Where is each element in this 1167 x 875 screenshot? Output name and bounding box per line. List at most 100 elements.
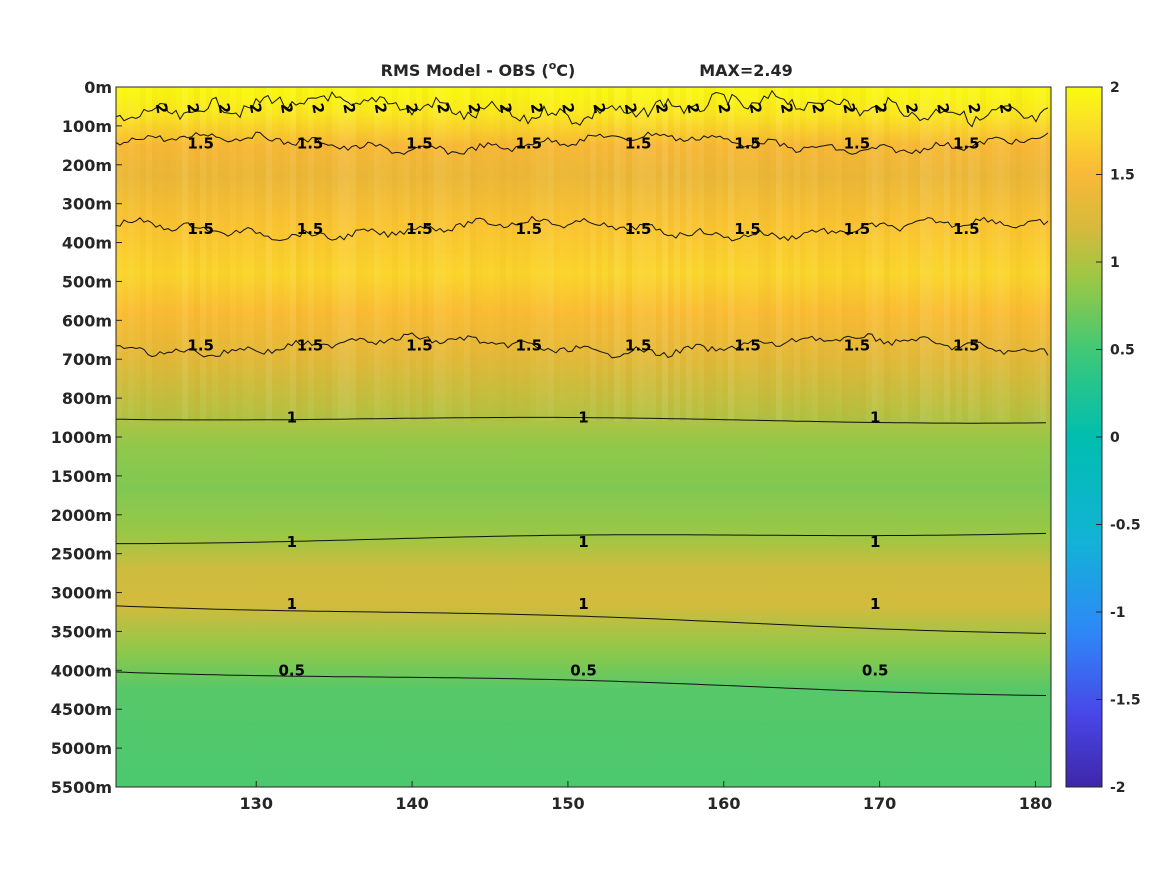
x-tick-label: 160 — [707, 794, 740, 813]
texture-stripe — [296, 87, 302, 422]
texture-stripe — [158, 87, 164, 422]
texture-stripe — [872, 87, 878, 422]
texture-stripe — [470, 87, 476, 422]
texture-stripe — [956, 87, 962, 422]
y-tick-label: 1000m — [51, 428, 112, 447]
contour-label: 2 — [183, 102, 203, 115]
y-tick-label: 500m — [62, 272, 112, 291]
contour-label: 1.5 — [516, 337, 543, 355]
y-tick-label: 700m — [62, 350, 112, 369]
contour-label: 2 — [652, 102, 672, 115]
texture-stripe — [542, 87, 548, 421]
texture-stripe — [368, 87, 374, 421]
x-tick-label: 150 — [551, 794, 584, 813]
texture-stripe — [554, 87, 560, 421]
x-tick-label: 140 — [395, 794, 428, 813]
contour-label: 2 — [214, 102, 234, 115]
texture-stripe — [206, 87, 212, 422]
contour-label: 2 — [933, 102, 953, 115]
y-tick-label: 0m — [84, 78, 112, 97]
colorbar-tick-label: 1.5 — [1110, 168, 1135, 184]
contour-label: 1.5 — [297, 220, 324, 238]
texture-stripe — [710, 87, 716, 422]
contour-label: 0.5 — [279, 661, 306, 679]
contour-label: 1.5 — [625, 134, 652, 152]
texture-stripe — [668, 87, 674, 422]
texture-stripe — [164, 87, 170, 422]
contour-label: 2 — [464, 102, 484, 115]
texture-stripe — [890, 87, 896, 421]
contour-line — [116, 416, 1047, 424]
texture-stripe — [782, 87, 788, 421]
texture-stripe — [1034, 87, 1040, 421]
contour-label: 1 — [578, 595, 588, 613]
texture-stripe — [938, 87, 944, 421]
texture-stripe — [1040, 87, 1046, 422]
contour-label: 1.5 — [844, 220, 871, 238]
texture-stripe — [818, 87, 824, 422]
chart-title: RMS Model - OBS (oC) — [381, 59, 576, 80]
texture-stripe — [224, 87, 230, 422]
x-tick-label: 170 — [863, 794, 896, 813]
contour-label: 1.5 — [187, 337, 214, 355]
texture-stripe — [116, 87, 122, 421]
texture-stripe — [326, 87, 332, 422]
title-unit: C) — [556, 61, 575, 80]
contour-label: 1 — [287, 409, 297, 427]
contour-label: 1.5 — [953, 337, 980, 355]
texture-stripe — [932, 87, 938, 421]
contour-label: 1 — [870, 595, 880, 613]
colorbar-tick-label: 2 — [1110, 80, 1120, 96]
texture-stripe — [1022, 87, 1028, 421]
contour-label: 2 — [246, 102, 266, 115]
contour-label: 1.5 — [734, 220, 761, 238]
contour-line — [116, 215, 1049, 242]
texture-stripe — [236, 87, 242, 421]
texture-stripe — [914, 87, 920, 421]
y-tick-label: 800m — [62, 389, 112, 408]
texture-stripe — [806, 87, 812, 421]
texture-stripe — [566, 87, 572, 421]
texture-stripe — [632, 87, 638, 422]
texture-stripe — [194, 87, 200, 422]
colorbar-ticks: 2 1.5 1 0.5 0 -0.5 -1 -1.5 -2 — [1096, 80, 1141, 796]
texture-stripe — [596, 87, 602, 422]
texture-stripe — [284, 87, 290, 421]
texture-stripe — [242, 87, 248, 421]
contour-label: 2 — [714, 102, 734, 115]
colorbar: 2 1.5 1 0.5 0 -0.5 -1 -1.5 -2 — [1065, 80, 1141, 796]
texture-stripe — [986, 87, 992, 421]
contour-line — [116, 131, 1049, 155]
contour-label: 1 — [578, 533, 588, 551]
contour-label: 1.5 — [516, 134, 543, 152]
contour-label: 2 — [339, 102, 359, 115]
texture-stripe — [464, 87, 470, 422]
texture-stripe — [572, 87, 578, 421]
texture-stripe — [722, 87, 728, 421]
texture-stripe — [260, 87, 266, 422]
texture-stripe — [968, 87, 974, 422]
y-axis: 0m 100m 200m 300m 400m 500m 600m 700m 800m 1000m 1… — [51, 78, 122, 797]
texture-stripe — [764, 87, 770, 422]
texture-stripe — [824, 87, 830, 421]
texture-stripe — [656, 87, 662, 421]
heatmap-texture — [116, 87, 1051, 422]
texture-stripe — [926, 87, 932, 422]
texture-stripe — [776, 87, 782, 422]
texture-stripe — [374, 87, 380, 422]
y-tick-label: 5000m — [51, 739, 112, 758]
contour-line — [116, 605, 1047, 634]
texture-stripe — [140, 87, 146, 422]
contour-labels: 2 2 2 2 2 2 2 2 2 2 2 2 2 2 2 2 2 2 2 2 2 2 2 2 2 2 2 21.5 1.5 1.5 1.5… — [152, 102, 1015, 680]
texture-stripe — [728, 87, 734, 422]
contour-label: 2 — [683, 102, 703, 115]
x-axis: 130 140 150 160 170 180 — [240, 781, 1052, 813]
texture-stripe — [476, 87, 482, 422]
texture-stripe — [434, 87, 440, 422]
texture-stripe — [452, 87, 458, 421]
texture-stripe — [266, 87, 272, 422]
texture-stripe — [674, 87, 680, 422]
texture-stripe — [338, 87, 344, 422]
contour-label: 1.5 — [844, 337, 871, 355]
plot-area: 2 2 2 2 2 2 2 2 2 2 2 2 2 2 2 2 2 2 2 2 2 2 2 2 2 2 2 21.5 1.5 1.5 1.5… — [115, 86, 1052, 788]
